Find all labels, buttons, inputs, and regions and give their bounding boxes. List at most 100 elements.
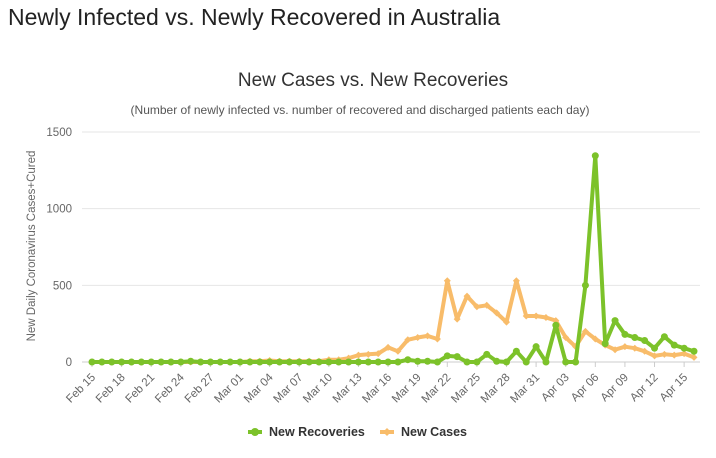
data-point[interactable] xyxy=(473,303,481,311)
data-point[interactable] xyxy=(621,343,629,351)
data-point[interactable] xyxy=(187,357,195,365)
data-point[interactable] xyxy=(483,350,491,358)
data-point[interactable] xyxy=(562,333,570,341)
data-point[interactable] xyxy=(433,335,441,343)
data-point[interactable] xyxy=(670,341,678,349)
data-point[interactable] xyxy=(295,358,303,366)
data-point[interactable] xyxy=(483,301,491,309)
data-point[interactable] xyxy=(562,358,570,366)
data-point[interactable] xyxy=(611,346,619,354)
data-point[interactable] xyxy=(502,318,510,326)
data-point[interactable] xyxy=(266,358,274,366)
data-point[interactable] xyxy=(177,358,185,366)
data-point[interactable] xyxy=(690,347,698,355)
data-point[interactable] xyxy=(424,332,432,340)
data-point[interactable] xyxy=(493,309,501,317)
data-point[interactable] xyxy=(690,353,698,361)
data-point[interactable] xyxy=(345,358,353,366)
data-point[interactable] xyxy=(88,358,96,366)
data-point[interactable] xyxy=(611,317,619,325)
data-point[interactable] xyxy=(651,344,659,352)
data-point[interactable] xyxy=(147,358,155,366)
data-point[interactable] xyxy=(216,358,224,366)
data-point[interactable] xyxy=(424,357,432,365)
data-point[interactable] xyxy=(414,333,422,341)
data-point[interactable] xyxy=(493,357,501,365)
data-point[interactable] xyxy=(473,358,481,366)
data-point[interactable] xyxy=(581,281,589,289)
data-point[interactable] xyxy=(572,358,580,366)
data-point[interactable] xyxy=(384,343,392,351)
data-point[interactable] xyxy=(315,358,323,366)
data-point[interactable] xyxy=(325,358,333,366)
data-point[interactable] xyxy=(542,314,550,322)
data-point[interactable] xyxy=(157,358,165,366)
data-point[interactable] xyxy=(581,327,589,335)
data-point[interactable] xyxy=(443,277,451,285)
data-point[interactable] xyxy=(641,347,649,355)
data-point[interactable] xyxy=(108,358,116,366)
legend-item-new-recoveries[interactable]: New Recoveries xyxy=(248,425,365,439)
data-point[interactable] xyxy=(453,315,461,323)
data-point[interactable] xyxy=(552,321,560,329)
data-point[interactable] xyxy=(335,358,343,366)
data-point[interactable] xyxy=(591,152,599,160)
data-point[interactable] xyxy=(651,352,659,360)
data-point[interactable] xyxy=(404,336,412,344)
data-point[interactable] xyxy=(522,358,530,366)
series-new-cases xyxy=(88,277,698,366)
data-point[interactable] xyxy=(167,358,175,366)
data-point[interactable] xyxy=(236,358,244,366)
data-point[interactable] xyxy=(364,358,372,366)
data-point[interactable] xyxy=(512,347,520,355)
data-point[interactable] xyxy=(206,358,214,366)
data-point[interactable] xyxy=(522,312,530,320)
x-tick-label: Feb 18 xyxy=(94,372,128,406)
data-point[interactable] xyxy=(532,312,540,320)
x-tick-label: Feb 27 xyxy=(183,372,217,406)
data-point[interactable] xyxy=(226,358,234,366)
data-point[interactable] xyxy=(394,347,402,355)
data-point[interactable] xyxy=(591,335,599,343)
data-point[interactable] xyxy=(354,358,362,366)
data-point[interactable] xyxy=(463,292,471,300)
data-point[interactable] xyxy=(374,358,382,366)
data-point[interactable] xyxy=(404,356,412,364)
data-point[interactable] xyxy=(246,358,254,366)
data-point[interactable] xyxy=(256,358,264,366)
data-point[interactable] xyxy=(127,358,135,366)
data-point[interactable] xyxy=(680,350,688,358)
data-point[interactable] xyxy=(641,337,649,345)
data-point[interactable] xyxy=(502,358,510,366)
data-point[interactable] xyxy=(354,351,362,359)
data-point[interactable] xyxy=(197,358,205,366)
data-point[interactable] xyxy=(463,358,471,366)
data-point[interactable] xyxy=(453,353,461,361)
data-point[interactable] xyxy=(631,333,639,341)
data-point[interactable] xyxy=(394,358,402,366)
data-point[interactable] xyxy=(374,350,382,358)
data-point[interactable] xyxy=(670,351,678,359)
legend-item-new-cases[interactable]: New Cases xyxy=(380,425,467,439)
legend-marker xyxy=(383,428,391,436)
data-point[interactable] xyxy=(660,333,668,341)
data-point[interactable] xyxy=(532,343,540,351)
data-point[interactable] xyxy=(433,358,441,366)
data-point[interactable] xyxy=(660,350,668,358)
data-point[interactable] xyxy=(621,330,629,338)
data-point[interactable] xyxy=(137,358,145,366)
data-point[interactable] xyxy=(276,358,284,366)
data-point[interactable] xyxy=(680,344,688,352)
data-point[interactable] xyxy=(364,350,372,358)
data-point[interactable] xyxy=(443,352,451,360)
data-point[interactable] xyxy=(512,277,520,285)
data-point[interactable] xyxy=(384,358,392,366)
data-point[interactable] xyxy=(98,358,106,366)
data-point[interactable] xyxy=(631,344,639,352)
data-point[interactable] xyxy=(118,358,126,366)
data-point[interactable] xyxy=(285,358,293,366)
data-point[interactable] xyxy=(414,357,422,365)
data-point[interactable] xyxy=(601,340,609,348)
data-point[interactable] xyxy=(305,358,313,366)
data-point[interactable] xyxy=(542,358,550,366)
